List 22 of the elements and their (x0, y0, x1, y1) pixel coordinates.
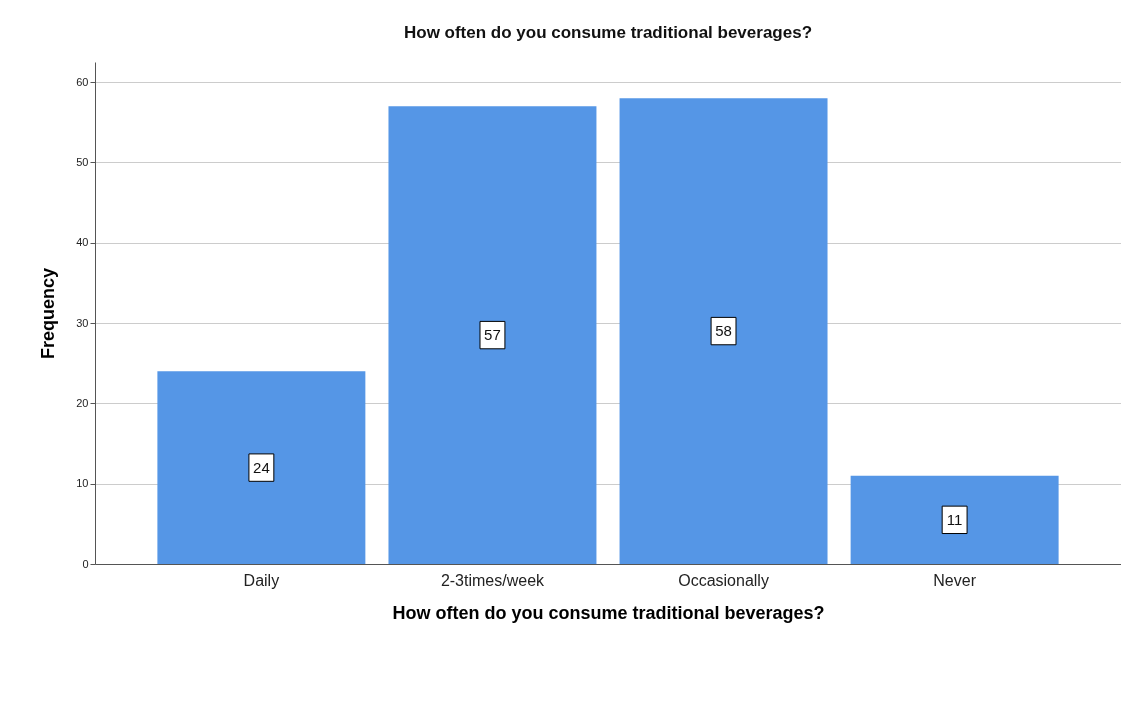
data-label: 24 (253, 458, 270, 476)
x-tick-label: 2-3times/week (440, 571, 546, 589)
y-tick-label: 60 (76, 75, 89, 88)
data-label: 11 (946, 510, 963, 528)
x-tick-label: Occasionally (678, 571, 769, 589)
y-tick-label: 30 (76, 316, 89, 329)
x-tick-label: Never (933, 571, 977, 589)
data-label: 57 (484, 326, 501, 344)
y-axis-title: Frequency (38, 267, 59, 360)
x-tick-label: Daily (243, 571, 280, 589)
data-label: 58 (715, 322, 732, 340)
y-tick-label: 50 (76, 155, 89, 168)
y-tick-label: 40 (76, 236, 89, 249)
y-tick-label: 20 (76, 396, 89, 409)
bar (619, 98, 828, 564)
bar (388, 106, 597, 564)
chart-title: How often do you consume traditional beverages? (403, 23, 813, 42)
y-tick-label: 0 (82, 557, 89, 570)
y-tick-label: 10 (76, 477, 89, 490)
x-axis-title: How often do you consume traditional beverages? (392, 602, 825, 623)
bar (157, 371, 366, 564)
bar (850, 475, 1059, 564)
